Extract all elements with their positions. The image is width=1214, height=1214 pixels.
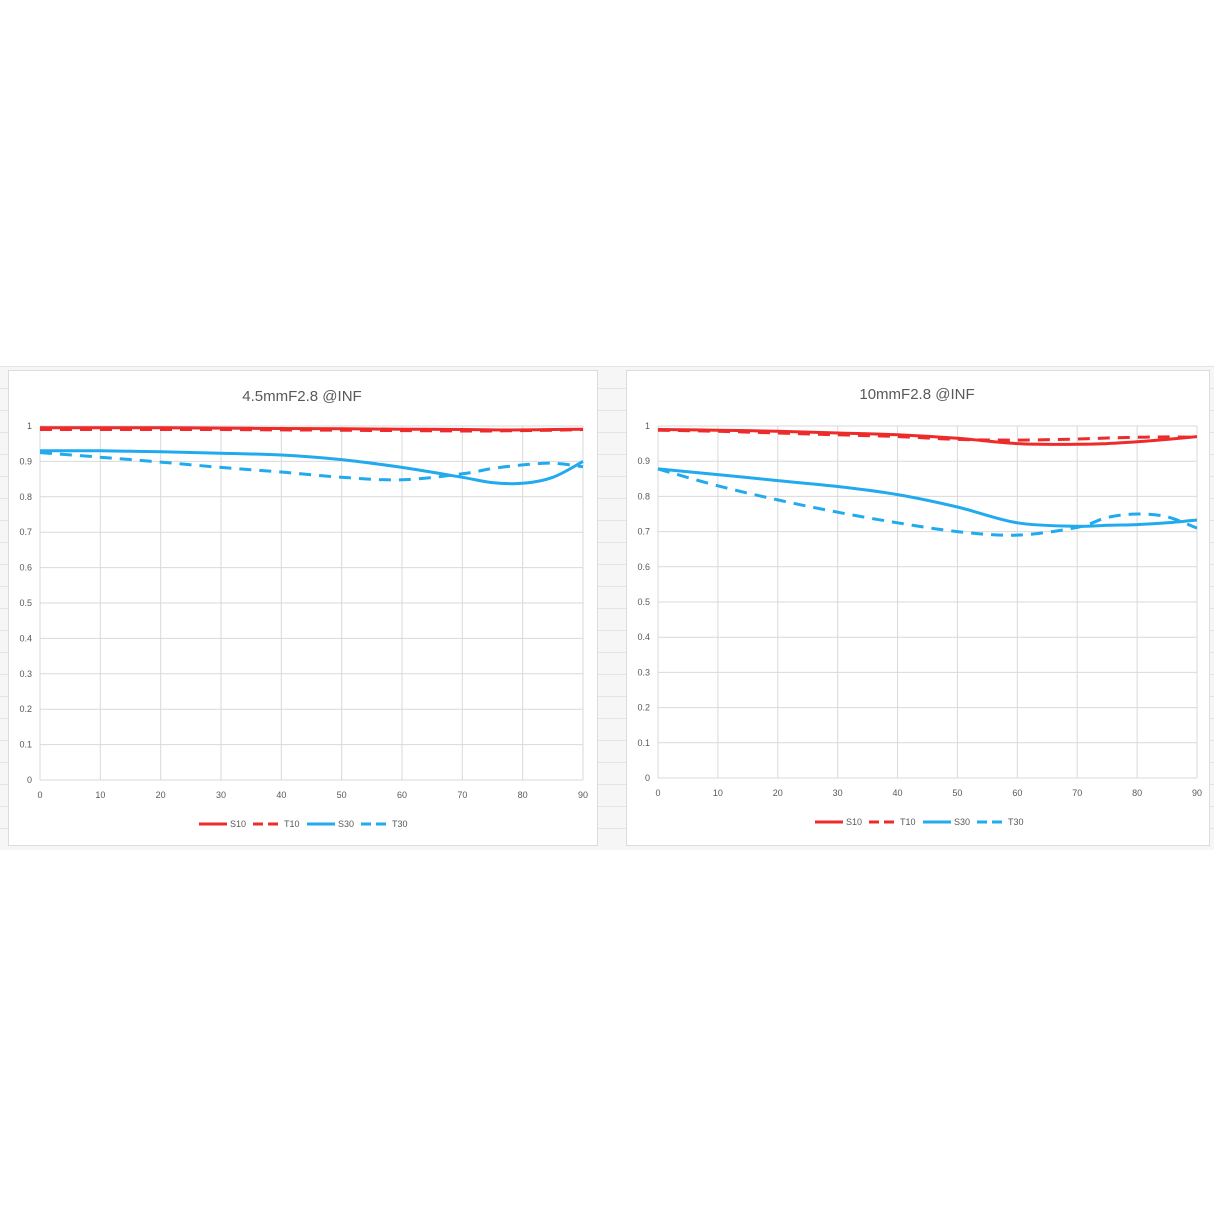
legend-label-s10: S10 (846, 817, 862, 827)
x-tick-label: 50 (337, 790, 347, 800)
legend-label-t10: T10 (900, 817, 916, 827)
y-tick-label: 0.2 (637, 703, 650, 713)
y-tick-label: 0 (27, 775, 32, 785)
x-tick-label: 60 (397, 790, 407, 800)
legend-label-s30: S30 (954, 817, 970, 827)
y-tick-label: 0.4 (637, 632, 650, 642)
x-tick-label: 50 (952, 788, 962, 798)
y-tick-label: 0.1 (19, 740, 32, 750)
mtf-chart-10mm: 10mmF2.8 @INF 0 0.1 0.2 0.3 0.4 0.5 0.6 0.7 0.8 0… (637, 386, 1202, 827)
y-tick-label: 0.7 (19, 527, 32, 537)
legend-label-t30: T30 (392, 819, 408, 829)
y-tick-label: 0.3 (637, 667, 650, 677)
legend: S10 T10 S30 T30 (815, 817, 1024, 827)
y-tick-label: 1 (27, 421, 32, 431)
y-tick-label: 0.1 (637, 738, 650, 748)
y-tick-label: 1 (645, 421, 650, 431)
plot-area: 00.10.20.30.40.50.60.70.80.910 10 20 30 40 50… (637, 421, 1202, 798)
x-tick-label: 0 (655, 788, 660, 798)
y-tick-label: 0.9 (637, 456, 650, 466)
x-tick-label: 90 (578, 790, 588, 800)
x-tick-label: 30 (833, 788, 843, 798)
chart-panel-10mm: 10mmF2.8 @INF 0 0.1 0.2 0.3 0.4 0.5 0.6 0.7 0.8 0… (626, 370, 1210, 846)
y-tick-label: 0.3 (19, 669, 32, 679)
x-tick-label: 40 (276, 790, 286, 800)
x-tick-label: 70 (1072, 788, 1082, 798)
x-tick-label: 30 (216, 790, 226, 800)
x-tick-label: 70 (457, 790, 467, 800)
legend-label-s10: S10 (230, 819, 246, 829)
series-line-s30 (657, 467, 1198, 528)
series-line-t10 (657, 428, 1198, 442)
legend-label-t10: T10 (284, 819, 300, 829)
chart-title: 10mmF2.8 @INF (859, 386, 974, 403)
y-tick-label: 0.4 (19, 633, 32, 643)
plot-area: 00.10.20.30.40.50.60.70.80.910 10 20 30 40 50… (19, 421, 588, 800)
y-tick-label: 0.6 (637, 562, 650, 572)
series-line-t30 (39, 451, 584, 482)
legend: S10 T10 S30 T30 (199, 819, 408, 829)
y-tick-label: 0.9 (19, 456, 32, 466)
y-tick-label: 0.5 (637, 597, 650, 607)
x-tick-label: 80 (518, 790, 528, 800)
x-tick-label: 60 (1012, 788, 1022, 798)
series-line-t10 (40, 428, 584, 433)
x-tick-label: 20 (156, 790, 166, 800)
chart-title: 4.5mmF2.8 @INF (242, 388, 361, 405)
y-tick-label: 0.7 (637, 527, 650, 537)
legend-label-t30: T30 (1008, 817, 1024, 827)
series-line-s30 (39, 449, 584, 486)
y-tick-label: 0.6 (19, 563, 32, 573)
legend-label-s30: S30 (338, 819, 354, 829)
series-line-t30 (657, 467, 1198, 537)
y-tick-label: 0.5 (19, 598, 32, 608)
x-tick-label: 40 (893, 788, 903, 798)
y-tick-label: 0.2 (19, 704, 32, 714)
x-tick-label: 10 (95, 790, 105, 800)
x-tick-label: 0 (37, 790, 42, 800)
x-tick-label: 10 (713, 788, 723, 798)
mtf-chart-4-5mm: 4.5mmF2.8 @INF 0 0.1 0.2 0.3 0.4 0.5 0.6 0.7 0.8… (19, 388, 588, 829)
y-tick-label: 0.8 (19, 492, 32, 502)
x-tick-label: 20 (773, 788, 783, 798)
x-tick-label: 90 (1192, 788, 1202, 798)
chart-panel-4-5mm: 4.5mmF2.8 @INF 0 0.1 0.2 0.3 0.4 0.5 0.6 0.7 0.8… (8, 370, 598, 846)
y-tick-label: 0.8 (637, 491, 650, 501)
x-tick-label: 80 (1132, 788, 1142, 798)
y-tick-label: 0 (645, 773, 650, 783)
